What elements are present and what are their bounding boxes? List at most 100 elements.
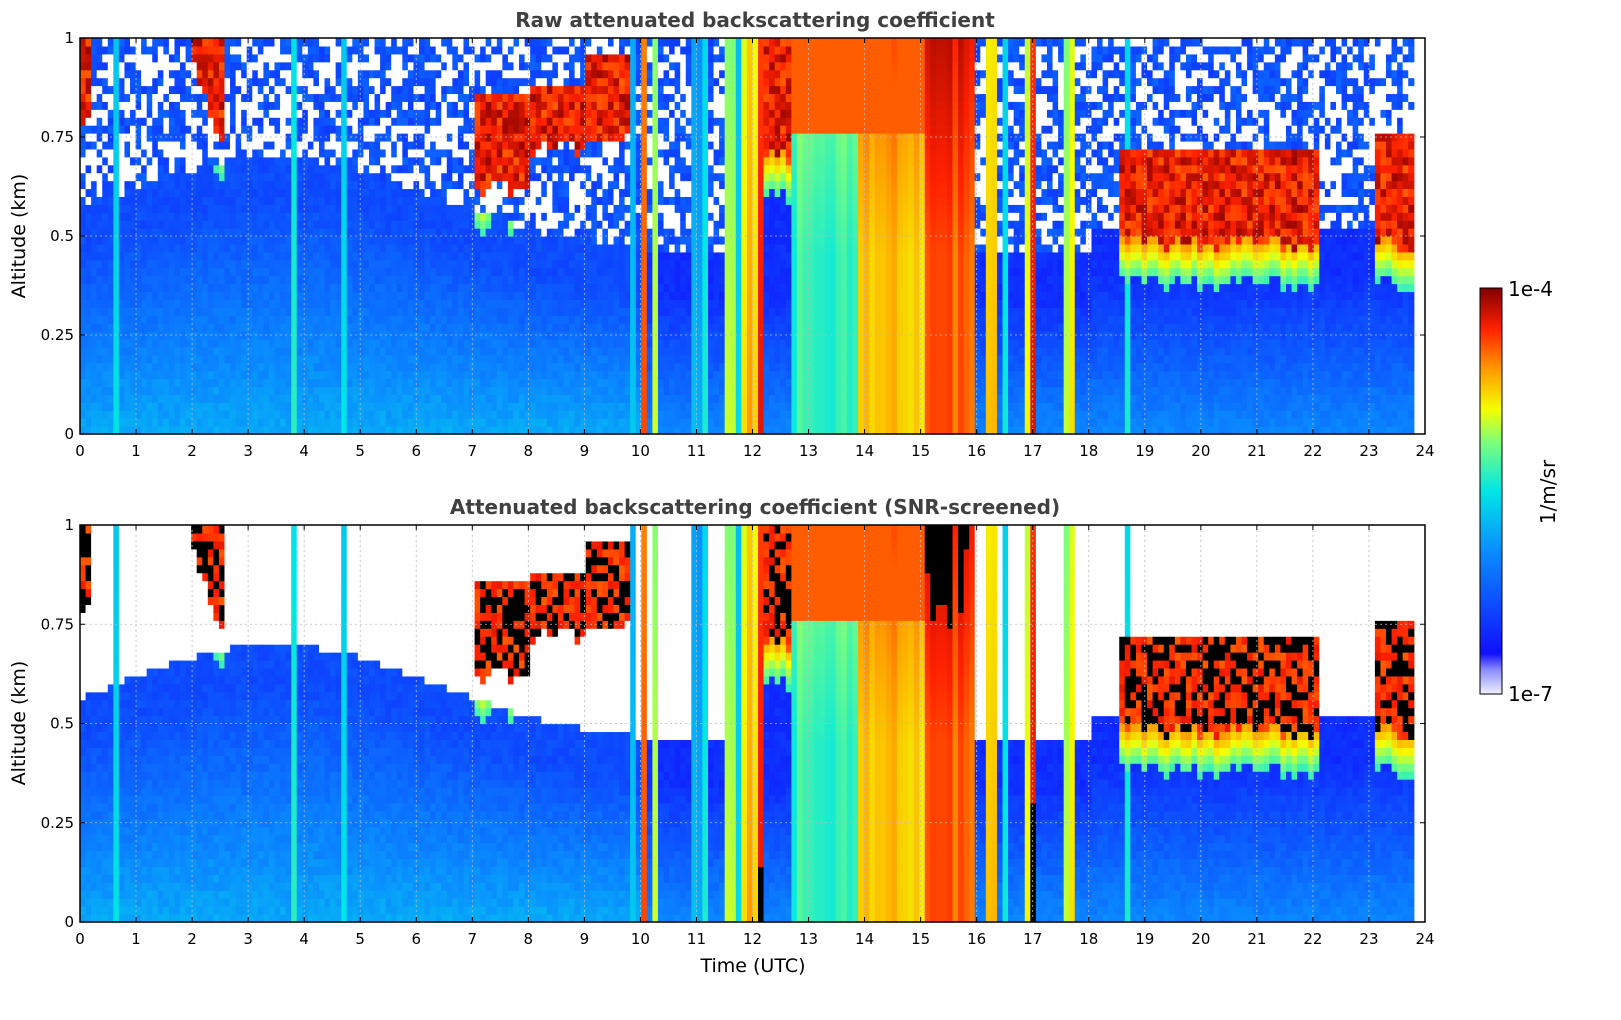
heatmap-cell [86, 165, 92, 174]
heatmap-cell [169, 299, 175, 308]
heatmap-cell [163, 78, 169, 87]
heatmap-cell [80, 220, 86, 229]
heatmap-cell [169, 252, 175, 261]
heatmap-cell [136, 402, 142, 411]
heatmap-cell [219, 181, 225, 190]
heatmap-cell [136, 410, 142, 419]
heatmap-cell [202, 268, 208, 277]
heatmap-cell [80, 141, 86, 150]
heatmap-cell [124, 109, 130, 118]
heatmap-cell [91, 86, 97, 95]
heatmap-cell [169, 394, 175, 403]
heatmap-cell [152, 62, 158, 71]
heatmap-cell [208, 363, 214, 372]
heatmap-cell [241, 307, 247, 316]
heatmap-cell [108, 54, 114, 63]
heatmap-cell [247, 363, 253, 372]
heatmap-cell [141, 78, 147, 87]
heatmap-cell [252, 181, 258, 190]
heatmap-cell [247, 276, 253, 285]
heatmap-cell [180, 307, 186, 316]
heatmap-cell [113, 38, 119, 47]
heatmap-cell [119, 220, 125, 229]
heatmap-cell [202, 181, 208, 190]
heatmap-cell [136, 315, 142, 324]
heatmap-cell [236, 141, 242, 150]
heatmap-cell [252, 363, 258, 372]
heatmap-cell [208, 149, 214, 158]
heatmap-cell [130, 252, 136, 261]
heatmap-cell [147, 339, 153, 348]
heatmap-cell [141, 86, 147, 95]
heatmap-cell [197, 315, 203, 324]
heatmap-cell [247, 62, 253, 71]
heatmap-cell [141, 220, 147, 229]
heatmap-cell [247, 141, 253, 150]
heatmap-cell [119, 418, 125, 427]
heatmap-cell [141, 46, 147, 55]
heatmap-cell [208, 315, 214, 324]
heatmap-cell [163, 363, 169, 372]
heatmap-cell [174, 86, 180, 95]
heatmap-cell [130, 355, 136, 364]
heatmap-cell [163, 212, 169, 221]
heatmap-cell [169, 78, 175, 87]
heatmap-cell [236, 371, 242, 380]
heatmap-cell [141, 62, 147, 71]
heatmap-cell [91, 402, 97, 411]
heatmap-cell [108, 46, 114, 55]
heatmap-cell [247, 244, 253, 253]
heatmap-cell [152, 363, 158, 372]
heatmap-cell [124, 284, 130, 293]
heatmap-cell [108, 402, 114, 411]
heatmap-cell [97, 109, 103, 118]
heatmap-cell [147, 70, 153, 79]
heatmap-cell [186, 173, 192, 182]
heatmap-cell [197, 260, 203, 269]
heatmap-cell [186, 315, 192, 324]
heatmap-cell [113, 220, 119, 229]
heatmap-cell [236, 418, 242, 427]
heatmap-cell [230, 109, 236, 118]
heatmap-cell [169, 268, 175, 277]
heatmap-cell [102, 212, 108, 221]
heatmap-cell [169, 379, 175, 388]
heatmap-cell [119, 157, 125, 166]
heatmap-cell [163, 157, 169, 166]
heatmap-cell [186, 125, 192, 134]
heatmap-cell [163, 204, 169, 213]
heatmap-cell [202, 93, 208, 102]
heatmap-cell [252, 157, 258, 166]
heatmap-cell [97, 371, 103, 380]
heatmap-cell [130, 54, 136, 63]
heatmap-cell [108, 109, 114, 118]
heatmap-cell [202, 78, 208, 87]
heatmap-cell [208, 220, 214, 229]
heatmap-cell [247, 339, 253, 348]
heatmap-cell [230, 355, 236, 364]
heatmap-cell [86, 157, 92, 166]
heatmap-cell [91, 54, 97, 63]
heatmap-cell [252, 347, 258, 356]
heatmap-cell [119, 46, 125, 55]
heatmap-cell [202, 355, 208, 364]
heatmap-cell [152, 268, 158, 277]
heatmap-cell [80, 244, 86, 253]
heatmap-cell [119, 315, 125, 324]
heatmap-cell [80, 70, 86, 79]
heatmap-cell [213, 307, 219, 316]
heatmap-cell [113, 78, 119, 87]
heatmap-cell [136, 299, 142, 308]
heatmap-cell [208, 402, 214, 411]
heatmap-cell [102, 38, 108, 47]
heatmap-cell [130, 260, 136, 269]
heatmap-cell [202, 109, 208, 118]
heatmap-cell [158, 418, 164, 427]
heatmap-cell [113, 347, 119, 356]
heatmap-cell [119, 109, 125, 118]
heatmap-cell [197, 347, 203, 356]
heatmap-cell [152, 284, 158, 293]
heatmap-cell [108, 339, 114, 348]
heatmap-cell [186, 394, 192, 403]
heatmap-cell [224, 315, 230, 324]
